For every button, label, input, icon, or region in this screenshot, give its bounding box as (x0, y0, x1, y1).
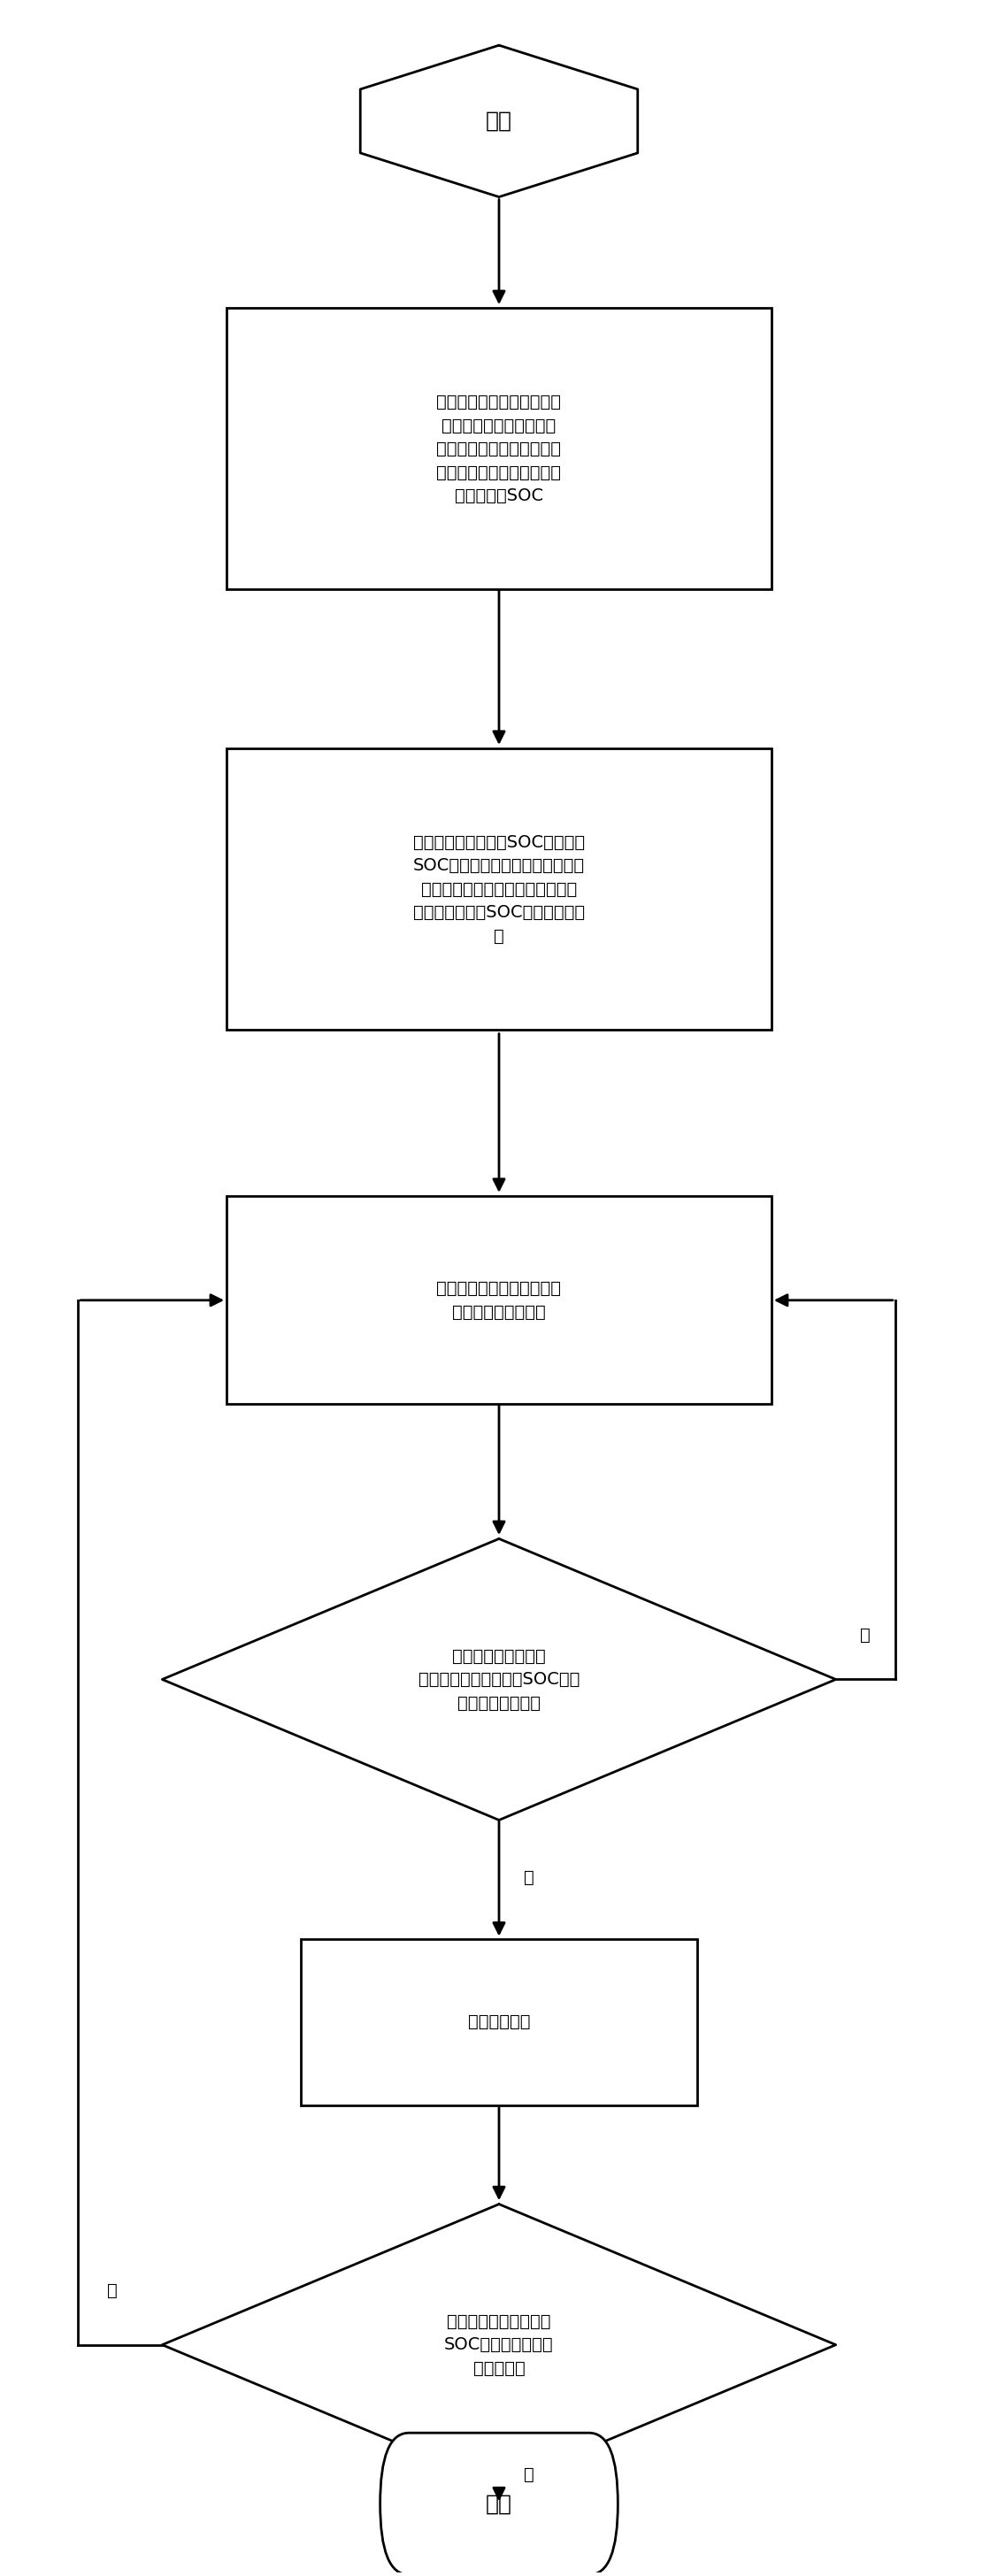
Text: 开始: 开始 (486, 111, 512, 131)
Bar (227, 750, 771, 1030)
Text: 是: 是 (524, 1870, 534, 1886)
Text: 判断是否还有单体电池
SOC超过给定范围的
不均衡电池: 判断是否还有单体电池 SOC超过给定范围的 不均衡电池 (444, 2313, 554, 2378)
Bar (300, 1940, 698, 2105)
Text: 结束: 结束 (486, 2494, 512, 2514)
Text: 否: 否 (860, 1628, 870, 1643)
Text: 根据实际单体电池的SOC与给定的
SOC范围进行比较，确定超过给定
范围最大值的不均衡单体电池，并
根据单体电池的SOC计算出均衡时
间: 根据实际单体电池的SOC与给定的 SOC范围进行比较，确定超过给定 范围最大值的… (413, 835, 585, 945)
Bar (227, 1195, 771, 1404)
Text: 开始均衡，计算均衡
时间，及判断单体电池SOC值是
否达到给定的范围: 开始均衡，计算均衡 时间，及判断单体电池SOC值是 否达到给定的范围 (418, 1649, 580, 1710)
Text: 对每一节单体电池进行电压
采样、温度采样和电流采
样，将得到的单体电压值及
温度和电流值进行计算得出
单体电池的SOC: 对每一节单体电池进行电压 采样、温度采样和电流采 样，将得到的单体电压值及 温度… (436, 394, 561, 505)
Text: 对实际未达到给定范围的单
体电池进行均衡放电: 对实际未达到给定范围的单 体电池进行均衡放电 (436, 1280, 561, 1321)
FancyBboxPatch shape (380, 2432, 618, 2576)
Text: 是: 是 (524, 2465, 534, 2483)
Text: 否: 否 (108, 2282, 118, 2300)
Text: 停止均衡放电: 停止均衡放电 (468, 2014, 530, 2030)
Bar (227, 309, 771, 590)
